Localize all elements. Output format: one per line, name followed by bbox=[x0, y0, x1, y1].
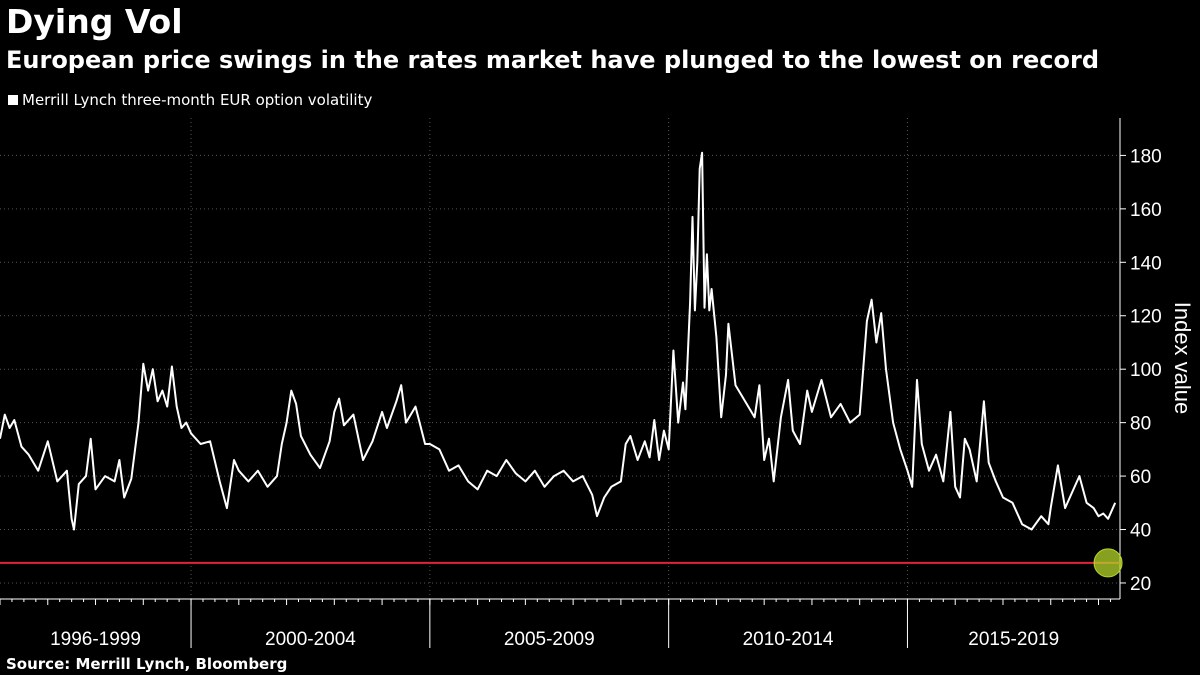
legend-swatch bbox=[8, 95, 18, 105]
x-period-label: 2000-2004 bbox=[265, 629, 356, 650]
source-note: Source: Merrill Lynch, Bloomberg bbox=[6, 655, 288, 673]
overlay-group bbox=[0, 548, 1123, 578]
x-period-label: 2015-2019 bbox=[968, 629, 1059, 650]
x-period-label: 1996-1999 bbox=[50, 629, 141, 650]
chart-title: Dying Vol bbox=[6, 2, 183, 41]
y-tick-label: 180 bbox=[1130, 146, 1162, 167]
series-line bbox=[0, 151, 1117, 531]
y-tick-label: 140 bbox=[1130, 253, 1162, 274]
y-tick-label: 120 bbox=[1130, 307, 1162, 328]
y-tick-label: 60 bbox=[1130, 467, 1151, 488]
grid bbox=[0, 118, 1120, 599]
x-period-label: 2005-2009 bbox=[504, 629, 595, 650]
y-tick-label: 20 bbox=[1130, 574, 1151, 595]
y-tick-label: 100 bbox=[1130, 360, 1162, 381]
y-tick-label: 160 bbox=[1130, 200, 1162, 221]
chart-subtitle: European price swings in the rates marke… bbox=[6, 46, 1100, 74]
legend-label: Merrill Lynch three-month EUR option vol… bbox=[22, 91, 373, 109]
y-tick-label: 80 bbox=[1130, 414, 1151, 435]
x-period-label: 2010-2014 bbox=[743, 629, 834, 650]
y-tick-label: 40 bbox=[1130, 521, 1151, 542]
series-group bbox=[0, 151, 1117, 531]
axes: 20 40 60 80 100 120 140 160 180 1996-1999 2000-200… bbox=[0, 118, 1162, 650]
record-low-marker bbox=[1093, 548, 1123, 578]
y-axis-label: Index value bbox=[1170, 302, 1195, 415]
legend: Merrill Lynch three-month EUR option vol… bbox=[8, 90, 372, 110]
